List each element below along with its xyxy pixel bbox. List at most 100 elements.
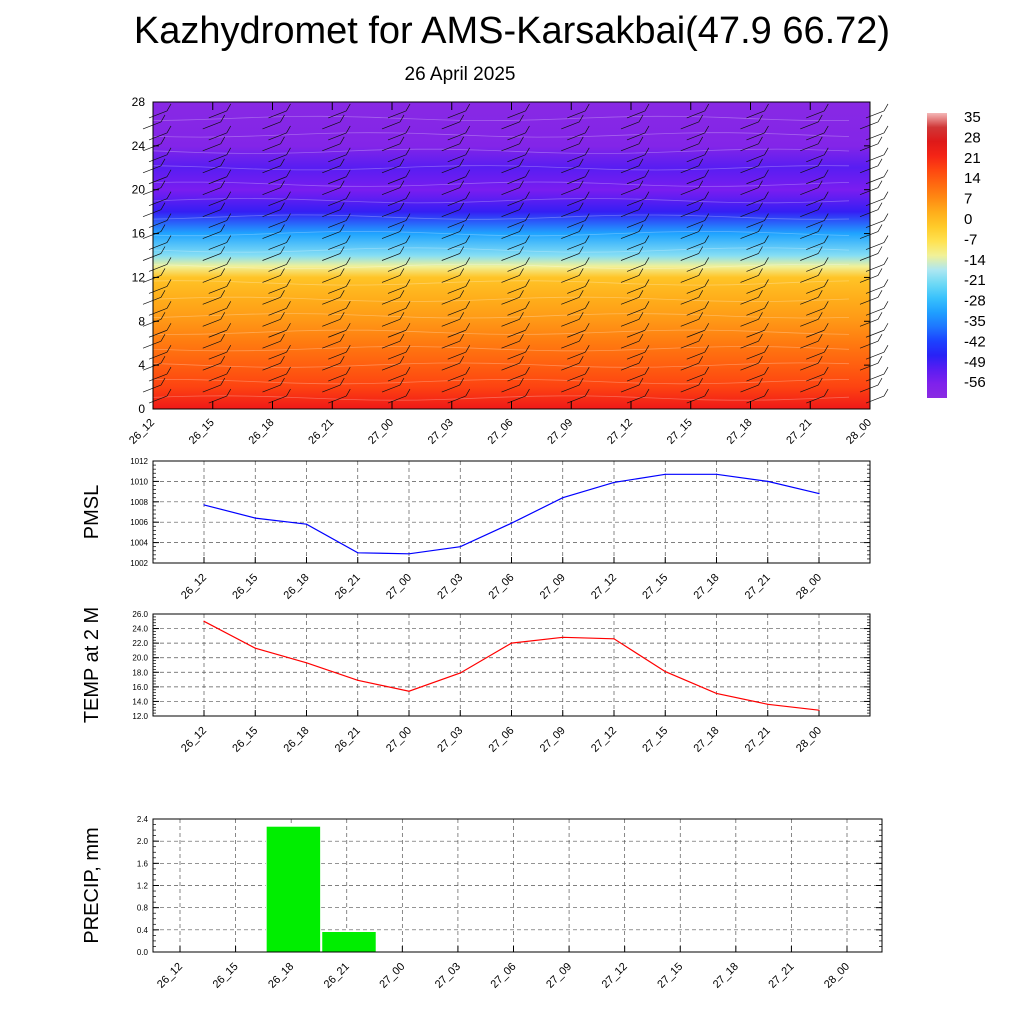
wind-barb-flag (465, 301, 471, 309)
wind-barb-flag (160, 114, 166, 123)
wind-barb (507, 307, 526, 316)
wind-barb-flag (764, 301, 769, 309)
wind-barb (322, 253, 341, 261)
wind-barb (202, 362, 221, 371)
wind-barb-flag (405, 103, 411, 112)
wind-barb-flag (525, 388, 530, 397)
wind-barb-flag (345, 147, 351, 155)
wind-barb (381, 209, 401, 217)
x-tick-label: 26_12 (179, 572, 209, 602)
wind-barb (501, 121, 520, 130)
wind-barb (501, 253, 520, 261)
data-point (818, 709, 820, 711)
data-point (203, 620, 205, 622)
wind-barb (387, 329, 407, 338)
y-tick-label: 24 (132, 139, 146, 153)
wind-barb-flag (465, 388, 471, 397)
wind-barb-flag (764, 235, 769, 243)
wind-barb-flag (644, 366, 650, 375)
wind-barb (567, 395, 586, 404)
wind-barb-flag (226, 169, 232, 177)
y-tick-label: 22.0 (132, 639, 148, 648)
wind-barb-flag (280, 114, 285, 123)
wind-barb-flag (459, 355, 465, 364)
wind-barb-flag (160, 246, 166, 254)
data-point (715, 692, 718, 695)
wind-barb (387, 242, 407, 250)
wind-barb (800, 362, 819, 371)
wind-barb (686, 307, 705, 316)
wind-barb (328, 286, 347, 294)
wind-barb (447, 220, 466, 228)
wind-barb (501, 362, 520, 371)
wind-barb (800, 318, 819, 327)
wind-barb-flag (764, 213, 769, 221)
wind-barb (561, 275, 580, 283)
wind-barb-flag (817, 312, 823, 320)
wind-barb (387, 176, 407, 185)
wind-barb-flag (644, 125, 650, 134)
wind-barb (148, 264, 168, 272)
wind-barb-flag (345, 191, 351, 199)
wind-barb (328, 395, 347, 404)
wind-barb (381, 362, 401, 371)
wind-barb-flag (160, 202, 166, 210)
wind-barb-flag (877, 202, 883, 210)
wind-barb-flag (638, 246, 644, 254)
wind-barb-flag (465, 279, 471, 287)
wind-barb (746, 110, 765, 119)
wind-barb-flag (399, 246, 405, 254)
wind-barb (620, 121, 640, 130)
wind-barb-flag (883, 103, 889, 112)
wind-barb-flag (459, 377, 465, 386)
isotherm-line (152, 230, 850, 237)
wind-barb-flag (877, 246, 883, 254)
y-tick-label: 28 (132, 95, 146, 109)
wind-barb-flag (817, 290, 823, 298)
wind-barb (865, 154, 885, 163)
wind-barb-flag (883, 388, 889, 397)
wind-barb (680, 165, 699, 174)
colorbar-label: 35 (964, 109, 981, 126)
y-tick-label: 12.0 (132, 712, 148, 721)
wind-barb-flag (525, 147, 530, 155)
wind-barb-flag (578, 158, 584, 166)
wind-barb (859, 384, 879, 393)
wind-barb (740, 187, 759, 196)
wind-barb-flag (220, 377, 226, 386)
wind-barb (746, 286, 765, 294)
wind-barb (142, 318, 162, 327)
wind-barb (208, 242, 227, 250)
wind-barb (859, 253, 879, 261)
wind-barb (322, 275, 341, 283)
wind-barb-flag (160, 268, 166, 276)
data-point (254, 647, 256, 649)
colorbar-label: -21 (964, 272, 986, 289)
wind-barb (202, 209, 221, 217)
wind-barb (507, 329, 526, 338)
wind-barb-flag (817, 180, 823, 188)
wind-barb (381, 340, 401, 349)
wind-barb (148, 307, 168, 316)
wind-barb-flag (459, 312, 465, 320)
wind-barb-flag (166, 388, 172, 397)
wind-barb (262, 165, 281, 174)
wind-barb-flag (578, 136, 584, 145)
y-tick-label: 14.0 (132, 697, 148, 706)
wind-barb (620, 384, 640, 393)
x-tick-label: 26_21 (322, 961, 352, 991)
x-tick-label: 27_00 (384, 725, 414, 755)
isotherm-line (152, 296, 850, 303)
wind-barb-flag (399, 334, 405, 342)
wind-barb-flag (345, 301, 351, 309)
wind-barb-flag (226, 213, 232, 221)
wind-barb (746, 176, 765, 185)
wind-barb (806, 264, 825, 272)
wind-barb-flag (584, 191, 590, 199)
wind-barb-flag (220, 334, 226, 342)
wind-barb-flag (220, 268, 226, 276)
colorbar-fill (927, 113, 947, 398)
wind-barb (507, 286, 526, 294)
wind-barb (561, 297, 580, 305)
wind-barb-flag (698, 158, 704, 166)
